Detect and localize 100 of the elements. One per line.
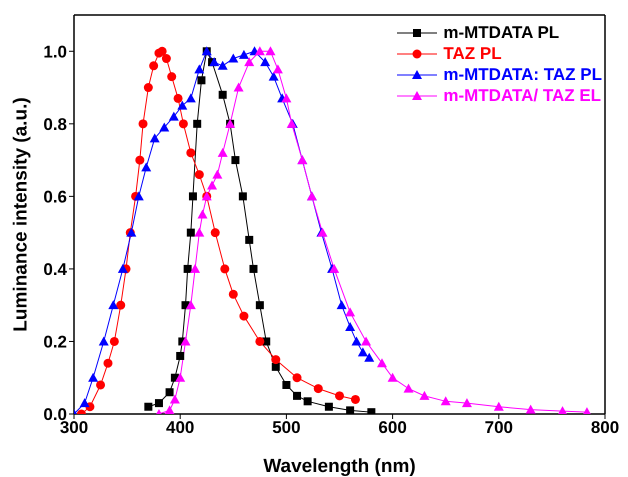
point xyxy=(271,355,280,364)
point xyxy=(218,90,227,99)
point xyxy=(272,64,283,74)
point xyxy=(255,336,264,346)
point xyxy=(364,352,374,362)
point xyxy=(149,61,158,70)
point xyxy=(174,94,183,103)
point xyxy=(462,398,472,408)
point xyxy=(207,180,218,190)
point xyxy=(228,54,238,63)
legend-label: m-MTDATA: TAZ PL xyxy=(443,64,602,85)
point xyxy=(178,119,188,128)
point xyxy=(228,290,238,299)
point xyxy=(118,264,128,273)
legend-label: TAZ PL xyxy=(443,43,502,64)
point xyxy=(218,148,228,157)
point xyxy=(376,358,387,368)
point xyxy=(346,406,354,414)
point xyxy=(244,57,254,66)
point xyxy=(103,358,112,368)
point xyxy=(164,405,175,414)
point xyxy=(324,402,333,411)
point xyxy=(135,156,144,165)
point xyxy=(350,394,360,404)
point xyxy=(281,93,292,102)
point xyxy=(404,384,414,393)
point xyxy=(176,352,184,360)
x-tick-label: 700 xyxy=(484,418,513,438)
point xyxy=(88,372,98,382)
point xyxy=(134,191,144,200)
point xyxy=(345,322,356,331)
point xyxy=(193,120,202,128)
point xyxy=(154,399,163,408)
point xyxy=(209,57,220,66)
point xyxy=(116,300,126,310)
x-tick-label: 400 xyxy=(166,418,194,438)
point xyxy=(265,46,276,56)
point xyxy=(218,60,228,70)
point xyxy=(249,264,258,273)
point xyxy=(166,388,174,396)
x-tick-label: 600 xyxy=(378,418,407,438)
point xyxy=(361,336,372,346)
point xyxy=(167,72,176,82)
point xyxy=(186,93,196,102)
point xyxy=(180,336,191,346)
point xyxy=(80,398,90,408)
point xyxy=(184,264,192,273)
x-tick-label: 500 xyxy=(272,418,301,438)
point xyxy=(194,228,204,237)
y-tick-label: 0.4 xyxy=(43,260,68,279)
point xyxy=(188,192,197,200)
point xyxy=(345,307,356,316)
point xyxy=(110,336,119,346)
y-tick-label: 0.6 xyxy=(43,187,67,206)
point xyxy=(194,64,204,74)
point xyxy=(526,404,536,414)
point xyxy=(198,210,208,218)
point xyxy=(358,347,368,356)
x-axis-title: Wavelength (nm) xyxy=(263,456,416,477)
y-tick-label: 0.8 xyxy=(43,114,67,134)
point xyxy=(190,264,200,273)
point xyxy=(159,122,170,132)
point xyxy=(210,228,220,238)
y-tick-label: 1.0 xyxy=(43,42,67,62)
point xyxy=(141,162,152,172)
point xyxy=(238,192,247,200)
point xyxy=(419,390,430,400)
point xyxy=(336,300,347,310)
point xyxy=(260,57,270,66)
point xyxy=(186,148,196,158)
point xyxy=(272,362,280,371)
point xyxy=(212,170,222,179)
x-tick-label: 800 xyxy=(590,418,620,438)
point xyxy=(108,300,118,310)
legend-label: m-MTDATA/ TAZ EL xyxy=(443,85,602,106)
point xyxy=(293,392,302,400)
point xyxy=(256,301,264,310)
point xyxy=(158,46,167,56)
point xyxy=(144,83,153,92)
legend-label: m-MTDATA PL xyxy=(443,22,560,43)
y-tick-label: 0.2 xyxy=(43,332,67,352)
point xyxy=(282,380,290,389)
point xyxy=(292,373,302,382)
point xyxy=(186,300,196,310)
point xyxy=(440,396,451,406)
point xyxy=(268,72,279,81)
point xyxy=(314,384,323,394)
point xyxy=(138,119,148,128)
point xyxy=(144,402,152,411)
point xyxy=(186,228,195,237)
point xyxy=(245,236,254,244)
point xyxy=(388,372,398,382)
point xyxy=(239,312,248,321)
point xyxy=(220,264,230,274)
point xyxy=(254,46,265,56)
point xyxy=(177,100,188,110)
point xyxy=(238,50,249,59)
point xyxy=(150,133,160,142)
point xyxy=(197,76,206,84)
point xyxy=(494,402,504,411)
